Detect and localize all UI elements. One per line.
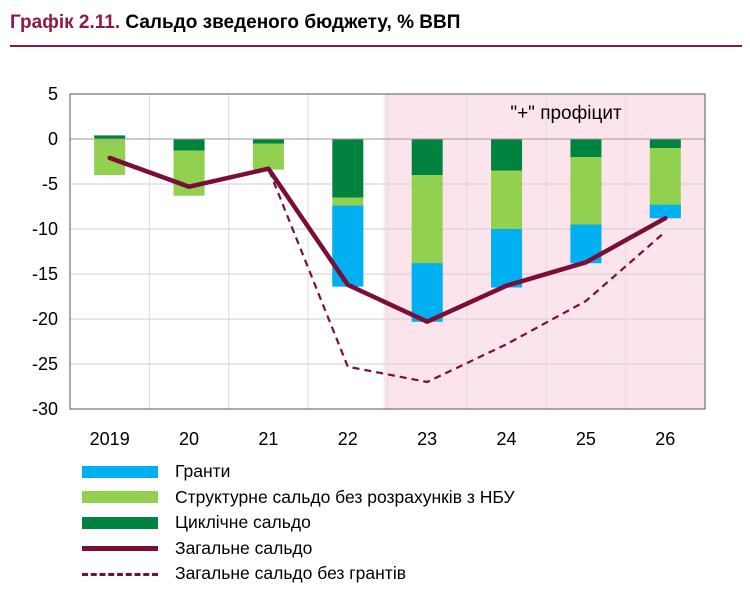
x-tick-label: 21 bbox=[258, 429, 278, 449]
bar-cyclical bbox=[411, 139, 443, 175]
bar-cyclical bbox=[491, 139, 523, 171]
line-overall-balance-no-grants bbox=[109, 156, 667, 384]
y-tick-label: 0 bbox=[48, 129, 58, 149]
legend-swatch-structural bbox=[82, 491, 158, 504]
legend-item-grants: Гранти bbox=[82, 459, 515, 485]
x-tick-label: 20 bbox=[179, 429, 199, 449]
legend-label-overall-no-grants: Загальне сальдо без грантів bbox=[175, 563, 407, 584]
y-tick-label: 5 bbox=[48, 84, 58, 104]
plot-frame bbox=[69, 93, 706, 410]
legend-swatch-grants bbox=[82, 465, 158, 478]
bar-structural bbox=[252, 143, 284, 170]
figure-number: Графік 2.11. bbox=[10, 12, 121, 33]
x-tick-label: 23 bbox=[417, 429, 437, 449]
legend-swatch-overall bbox=[82, 542, 158, 554]
bar-cyclical bbox=[570, 139, 602, 157]
legend-item-cyclical: Циклічне сальдо bbox=[82, 510, 515, 536]
legend-swatch-cyclical bbox=[82, 516, 158, 529]
legend-item-overall: Загальне сальдо bbox=[82, 536, 515, 562]
title-divider bbox=[10, 45, 742, 47]
bar-grants bbox=[332, 205, 364, 287]
legend-label-cyclical: Циклічне сальдо bbox=[175, 512, 311, 533]
bar-cyclical bbox=[173, 139, 205, 151]
y-tick-label: -10 bbox=[32, 219, 58, 239]
y-tick-label: -5 bbox=[42, 174, 58, 194]
legend-item-structural: Структурне сальдо без розрахунків з НБУ bbox=[82, 485, 515, 511]
chart-legend: Гранти Структурне сальдо без розрахунків… bbox=[82, 459, 515, 587]
bar-grants bbox=[649, 204, 681, 219]
bar-cyclical bbox=[252, 139, 284, 144]
x-tick-label: 26 bbox=[655, 429, 675, 449]
x-tick-label: 22 bbox=[338, 429, 358, 449]
legend-swatch-overall-no-grants bbox=[82, 568, 158, 580]
x-tick-label: 24 bbox=[497, 429, 517, 449]
bar-cyclical bbox=[94, 135, 126, 139]
figure-title: Сальдо зведеного бюджету, % ВВП bbox=[125, 12, 461, 33]
y-tick-label: -30 bbox=[32, 399, 58, 419]
y-tick-label: -15 bbox=[32, 264, 58, 284]
legend-label-structural: Структурне сальдо без розрахунків з НБУ bbox=[175, 486, 515, 507]
bar-cyclical bbox=[332, 139, 364, 198]
y-tick-label: -20 bbox=[32, 309, 58, 329]
legend-item-overall-no-grants: Загальне сальдо без грантів bbox=[82, 561, 515, 587]
legend-label-overall: Загальне сальдо bbox=[175, 537, 313, 558]
bar-grants bbox=[491, 229, 523, 288]
surplus-annotation: "+" профіцит bbox=[510, 103, 622, 124]
bar-grants bbox=[411, 263, 443, 322]
bar-cyclical bbox=[649, 139, 681, 148]
chart-title: Графік 2.11. Сальдо зведеного бюджету, %… bbox=[10, 12, 460, 34]
x-tick-label: 2019 bbox=[90, 429, 130, 449]
y-tick-label: -25 bbox=[32, 354, 58, 374]
legend-label-grants: Гранти bbox=[175, 461, 231, 482]
x-tick-label: 25 bbox=[576, 429, 596, 449]
